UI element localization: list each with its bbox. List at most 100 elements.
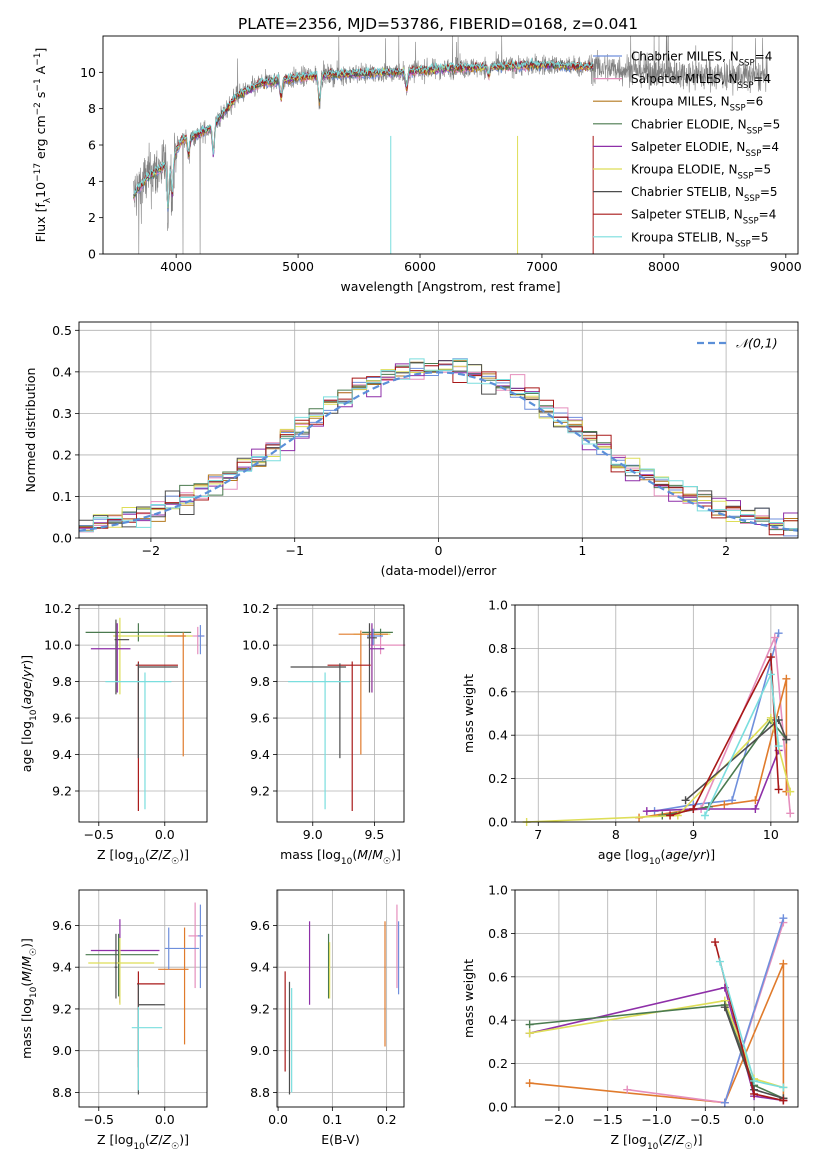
x-tick-label: 9.0	[303, 827, 323, 842]
weight-marker	[786, 809, 795, 818]
axes-frame	[276, 889, 405, 1108]
y-tick-label: 4	[88, 174, 96, 189]
histogram-series-7	[79, 363, 798, 536]
x-tick-label: −0.5	[84, 827, 114, 842]
y-tick-label: 9.6	[250, 711, 270, 726]
y-tick-label: 1.0	[488, 883, 508, 898]
y-tick-label: 0.4	[52, 364, 72, 379]
errorbar-cross	[158, 927, 189, 1045]
plot-area	[522, 629, 795, 826]
chart-weight_vs_age: 7 8 9 10 0.0 0.2 0.4 0.6 0.8 1.0 age [log10(age/yr…	[461, 598, 799, 867]
y-tick-label: 2	[88, 210, 96, 225]
errorbar-cross	[290, 663, 347, 759]
errorbar-cross	[105, 672, 172, 810]
y-tick-label: 10.0	[242, 638, 270, 653]
weight-marker	[782, 735, 791, 744]
weight-marker	[766, 713, 775, 722]
x-axis-label: Z [log10(Z/Z☉)]	[97, 1132, 189, 1152]
x-tick-label: 7000	[526, 259, 558, 274]
weight-marker	[720, 1098, 729, 1107]
errorbar-cross	[197, 625, 205, 655]
y-tick-label: 0.3	[52, 406, 72, 421]
weight-marker	[623, 1085, 632, 1094]
errorbar-cross	[131, 1006, 163, 1091]
y-tick-label: 9.0	[52, 1043, 72, 1058]
y-tick-label: 1.0	[488, 598, 508, 613]
axes-frame	[514, 889, 799, 1108]
x-tick-label: −1	[285, 543, 303, 558]
weight-marker	[642, 807, 651, 816]
weight-line	[724, 917, 785, 1103]
plot-area	[85, 902, 204, 1095]
x-tick-label: 0	[435, 543, 443, 558]
errorbar-cross	[137, 663, 178, 759]
plot-area	[133, 35, 768, 255]
legend-label: Salpeter MILES, NSSP=4	[631, 72, 771, 91]
legend-label: Salpeter ELODIE, NSSP=4	[631, 140, 779, 159]
errorbar-cross	[85, 933, 159, 997]
weight-marker	[786, 787, 795, 796]
x-axis-label: Z [log10(Z/Z☉)]	[97, 847, 189, 867]
y-tick-label: 9.6	[52, 711, 72, 726]
weight-marker	[774, 742, 783, 751]
y-tick-label: 0.2	[488, 771, 508, 786]
x-tick-label: −1.0	[641, 1112, 671, 1127]
x-tick-label: 0.0	[155, 1112, 175, 1127]
errorbar-cross	[88, 937, 155, 1005]
legend-label: Kroupa MILES, NSSP=6	[631, 95, 763, 114]
weight-series-2	[720, 914, 788, 1107]
y-tick-label: 0.4	[488, 1013, 508, 1028]
axes-frame	[102, 35, 799, 255]
x-axis-label: age [log10(age/yr)]	[598, 847, 715, 867]
x-axis-label: (data-model)/error	[381, 563, 498, 578]
weight-marker	[689, 804, 698, 813]
normal-curve	[78, 371, 799, 532]
y-tick-label: 8	[88, 101, 96, 116]
legend-label: Chabrier ELODIE, NSSP=5	[631, 117, 780, 136]
y-tick-label: 9.4	[250, 960, 270, 975]
errorbar-cross	[114, 933, 118, 999]
weight-marker	[525, 1079, 534, 1088]
x-tick-label: 10	[763, 827, 779, 842]
weight-marker	[751, 804, 760, 813]
y-tick-label: 0.0	[488, 815, 508, 830]
axes-frame	[78, 604, 208, 823]
chart-mass_vs_ebv: 0.0 0.1 0.2 8.8 9.0 9.2 9.4 9.6 E(B-V)	[250, 889, 405, 1147]
weight-marker	[779, 1083, 788, 1092]
y-tick-label: 0.0	[52, 531, 72, 546]
weight-line	[529, 1004, 784, 1100]
errorbar-cross	[197, 904, 204, 989]
y-tick-label: 9.4	[250, 747, 270, 762]
y-axis-label: Flux [fλ10−17 erg cm−2 s−1 A−1]	[33, 48, 53, 243]
x-tick-label: −2	[142, 543, 160, 558]
x-tick-label: −1.5	[593, 1112, 623, 1127]
figure-title: PLATE=2356, MJD=53786, FIBERID=0168, z=0…	[238, 15, 638, 33]
errorbar-cross	[164, 927, 200, 970]
plot-area	[284, 904, 400, 1095]
y-tick-label: 0.5	[52, 323, 72, 338]
x-tick-label: 8000	[648, 259, 680, 274]
weight-marker	[750, 1089, 759, 1098]
y-tick-label: 9.4	[52, 960, 72, 975]
x-tick-label: 9	[689, 827, 697, 842]
x-tick-label: 6000	[404, 259, 436, 274]
legend-label: Salpeter STELIB, NSSP=4	[631, 208, 776, 227]
x-tick-label: 9000	[770, 259, 802, 274]
weight-marker	[750, 1076, 759, 1085]
weight-marker	[779, 959, 788, 968]
errorbar-cross	[90, 623, 131, 693]
errorbar-cross	[327, 661, 371, 812]
legend-label: Chabrier STELIB, NSSP=5	[631, 185, 778, 204]
weight-marker	[766, 670, 775, 679]
x-tick-label: 0.2	[377, 1112, 397, 1127]
y-tick-label: 9.2	[250, 784, 270, 799]
x-tick-label: −0.5	[690, 1112, 720, 1127]
x-tick-label: 1	[578, 543, 586, 558]
y-axis-label: mass weight	[461, 674, 476, 753]
y-tick-label: 9.8	[52, 674, 72, 689]
weight-marker	[711, 938, 720, 947]
weight-marker	[715, 957, 724, 966]
y-tick-label: 6	[88, 138, 96, 153]
y-tick-label: 0.8	[488, 926, 508, 941]
